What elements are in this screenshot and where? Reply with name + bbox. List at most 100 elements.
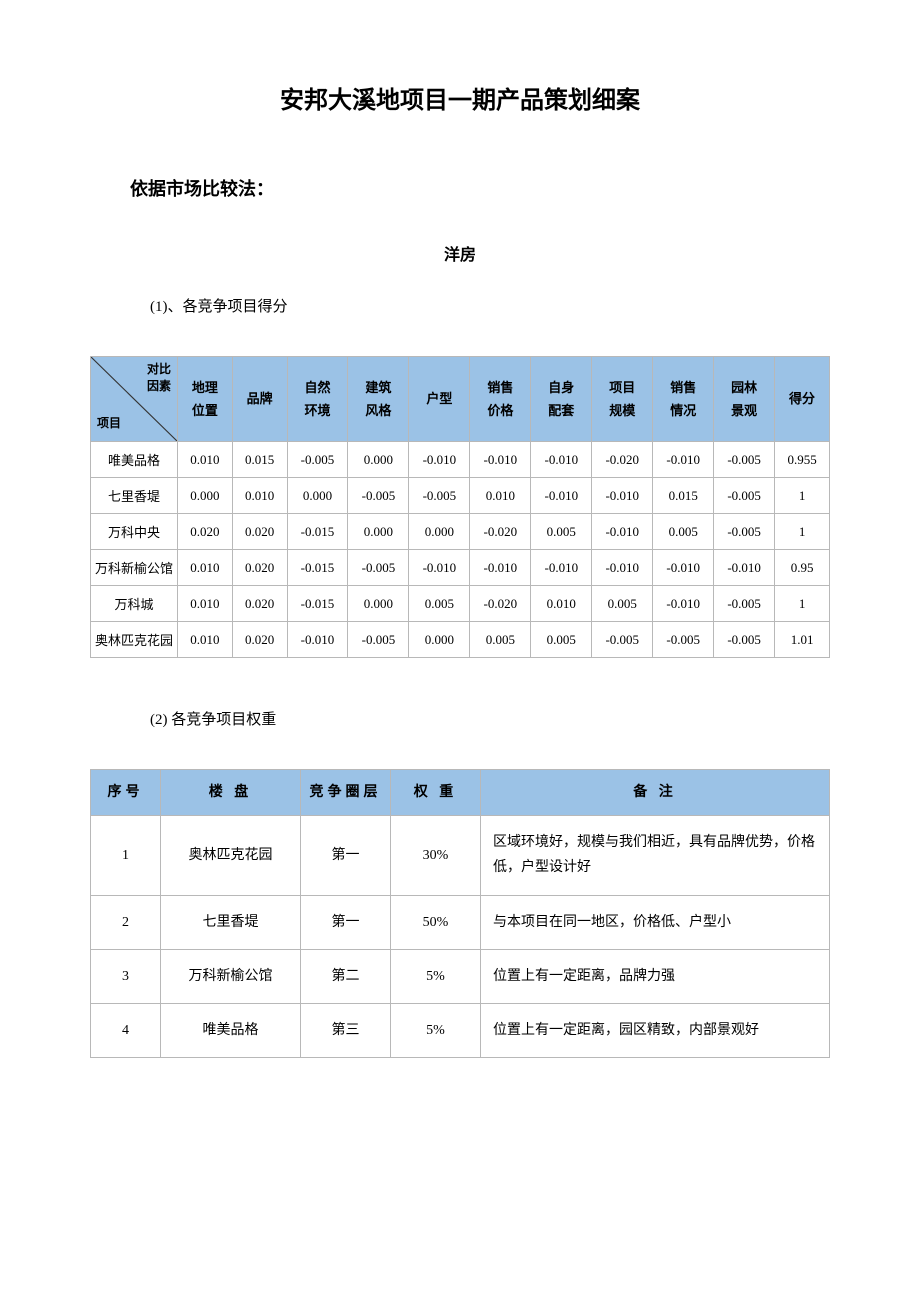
col-header: 权 重 bbox=[391, 770, 481, 816]
cell: -0.010 bbox=[653, 442, 714, 478]
cell: -0.005 bbox=[592, 622, 653, 658]
cell: 0.000 bbox=[348, 442, 409, 478]
cell: 0.005 bbox=[531, 514, 592, 550]
cell: 0.005 bbox=[470, 622, 531, 658]
cell: 万科新榆公馆 bbox=[161, 949, 301, 1003]
cell: 七里香堤 bbox=[161, 895, 301, 949]
cell: -0.015 bbox=[287, 550, 348, 586]
cell: 5% bbox=[391, 949, 481, 1003]
cell: 3 bbox=[91, 949, 161, 1003]
diag-top-1: 对比 bbox=[147, 362, 171, 376]
cell: 0.95 bbox=[775, 550, 830, 586]
cell: -0.010 bbox=[592, 514, 653, 550]
table-row: 2七里香堤第一50%与本项目在同一地区，价格低、户型小 bbox=[91, 895, 830, 949]
cell: -0.010 bbox=[409, 550, 470, 586]
col-header: 销售情况 bbox=[653, 357, 714, 442]
cell: -0.005 bbox=[653, 622, 714, 658]
document-title: 安邦大溪地项目一期产品策划细案 bbox=[90, 80, 830, 115]
cell: 0.000 bbox=[287, 478, 348, 514]
cell: 1 bbox=[775, 478, 830, 514]
cell: -0.005 bbox=[714, 622, 775, 658]
col-header: 户型 bbox=[409, 357, 470, 442]
diag-top-2: 因素 bbox=[147, 379, 171, 393]
col-header: 自然环境 bbox=[287, 357, 348, 442]
cell-note: 与本项目在同一地区，价格低、户型小 bbox=[481, 895, 830, 949]
cell: -0.005 bbox=[287, 442, 348, 478]
cell: 0.000 bbox=[348, 586, 409, 622]
col-header: 项目规模 bbox=[592, 357, 653, 442]
cell: -0.005 bbox=[348, 478, 409, 514]
col-header: 备 注 bbox=[481, 770, 830, 816]
cell: 第一 bbox=[301, 895, 391, 949]
cell: -0.015 bbox=[287, 514, 348, 550]
cell: -0.005 bbox=[714, 514, 775, 550]
cell: 0.000 bbox=[348, 514, 409, 550]
list-label-1: (1)、各竞争项目得分 bbox=[150, 295, 830, 316]
cell: 0.010 bbox=[531, 586, 592, 622]
cell: 0.015 bbox=[653, 478, 714, 514]
col-header: 销售价格 bbox=[470, 357, 531, 442]
row-name: 万科城 bbox=[91, 586, 178, 622]
score-table: 对比 因素 项目 地理位置 品牌 自然环境 建筑风格 户型 销售价格 自身配套 … bbox=[90, 356, 830, 658]
col-header: 品牌 bbox=[232, 357, 287, 442]
cell: 0.015 bbox=[232, 442, 287, 478]
cell-note: 位置上有一定距离，品牌力强 bbox=[481, 949, 830, 1003]
row-name: 奥林匹克花园 bbox=[91, 622, 178, 658]
cell: -0.020 bbox=[470, 586, 531, 622]
cell: -0.005 bbox=[714, 478, 775, 514]
table-row: 七里香堤0.0000.0100.000-0.005-0.0050.010-0.0… bbox=[91, 478, 830, 514]
col-header: 得分 bbox=[775, 357, 830, 442]
cell: 0.005 bbox=[592, 586, 653, 622]
cell: -0.010 bbox=[653, 586, 714, 622]
cell: 1.01 bbox=[775, 622, 830, 658]
cell: 第一 bbox=[301, 816, 391, 895]
col-header: 楼 盘 bbox=[161, 770, 301, 816]
cell: 5% bbox=[391, 1003, 481, 1057]
cell: 奥林匹克花园 bbox=[161, 816, 301, 895]
row-name: 万科新榆公馆 bbox=[91, 550, 178, 586]
cell: -0.015 bbox=[287, 586, 348, 622]
table-row: 奥林匹克花园0.0100.020-0.010-0.0050.0000.0050.… bbox=[91, 622, 830, 658]
cell: 0.020 bbox=[178, 514, 233, 550]
cell: 0.010 bbox=[470, 478, 531, 514]
section-header: 洋房 bbox=[90, 241, 830, 265]
cell: 0.010 bbox=[232, 478, 287, 514]
row-name: 唯美品格 bbox=[91, 442, 178, 478]
col-header: 地理位置 bbox=[178, 357, 233, 442]
cell: 第二 bbox=[301, 949, 391, 1003]
cell: 50% bbox=[391, 895, 481, 949]
col-header: 竞争圈层 bbox=[301, 770, 391, 816]
score-table-body: 唯美品格0.0100.015-0.0050.000-0.010-0.010-0.… bbox=[91, 442, 830, 658]
cell: -0.010 bbox=[714, 550, 775, 586]
weight-table: 序号 楼 盘 竞争圈层 权 重 备 注 1奥林匹克花园第一30%区域环境好，规模… bbox=[90, 769, 830, 1058]
cell: 0.000 bbox=[409, 622, 470, 658]
col-header: 园林景观 bbox=[714, 357, 775, 442]
col-header: 自身配套 bbox=[531, 357, 592, 442]
cell-note: 位置上有一定距离，园区精致，内部景观好 bbox=[481, 1003, 830, 1057]
table-row: 唯美品格0.0100.015-0.0050.000-0.010-0.010-0.… bbox=[91, 442, 830, 478]
cell: -0.005 bbox=[714, 586, 775, 622]
cell: 0.005 bbox=[531, 622, 592, 658]
cell: 0.000 bbox=[409, 514, 470, 550]
cell: -0.005 bbox=[348, 622, 409, 658]
cell: 0.010 bbox=[178, 586, 233, 622]
cell: 0.010 bbox=[178, 622, 233, 658]
table-row: 1奥林匹克花园第一30%区域环境好，规模与我们相近，具有品牌优势，价格低，户型设… bbox=[91, 816, 830, 895]
cell: 第三 bbox=[301, 1003, 391, 1057]
cell: 30% bbox=[391, 816, 481, 895]
cell: 0.005 bbox=[653, 514, 714, 550]
cell: 0.010 bbox=[178, 442, 233, 478]
subtitle: 依据市场比较法： bbox=[130, 175, 830, 201]
cell: 1 bbox=[775, 586, 830, 622]
cell: 唯美品格 bbox=[161, 1003, 301, 1057]
cell: 0.005 bbox=[409, 586, 470, 622]
cell: -0.010 bbox=[470, 442, 531, 478]
list-label-2: (2) 各竞争项目权重 bbox=[150, 708, 830, 729]
cell: 0.020 bbox=[232, 622, 287, 658]
cell: 0.020 bbox=[232, 514, 287, 550]
cell: -0.010 bbox=[531, 442, 592, 478]
cell-note: 区域环境好，规模与我们相近，具有品牌优势，价格低，户型设计好 bbox=[481, 816, 830, 895]
cell: -0.010 bbox=[592, 478, 653, 514]
row-name: 万科中央 bbox=[91, 514, 178, 550]
cell: -0.020 bbox=[592, 442, 653, 478]
